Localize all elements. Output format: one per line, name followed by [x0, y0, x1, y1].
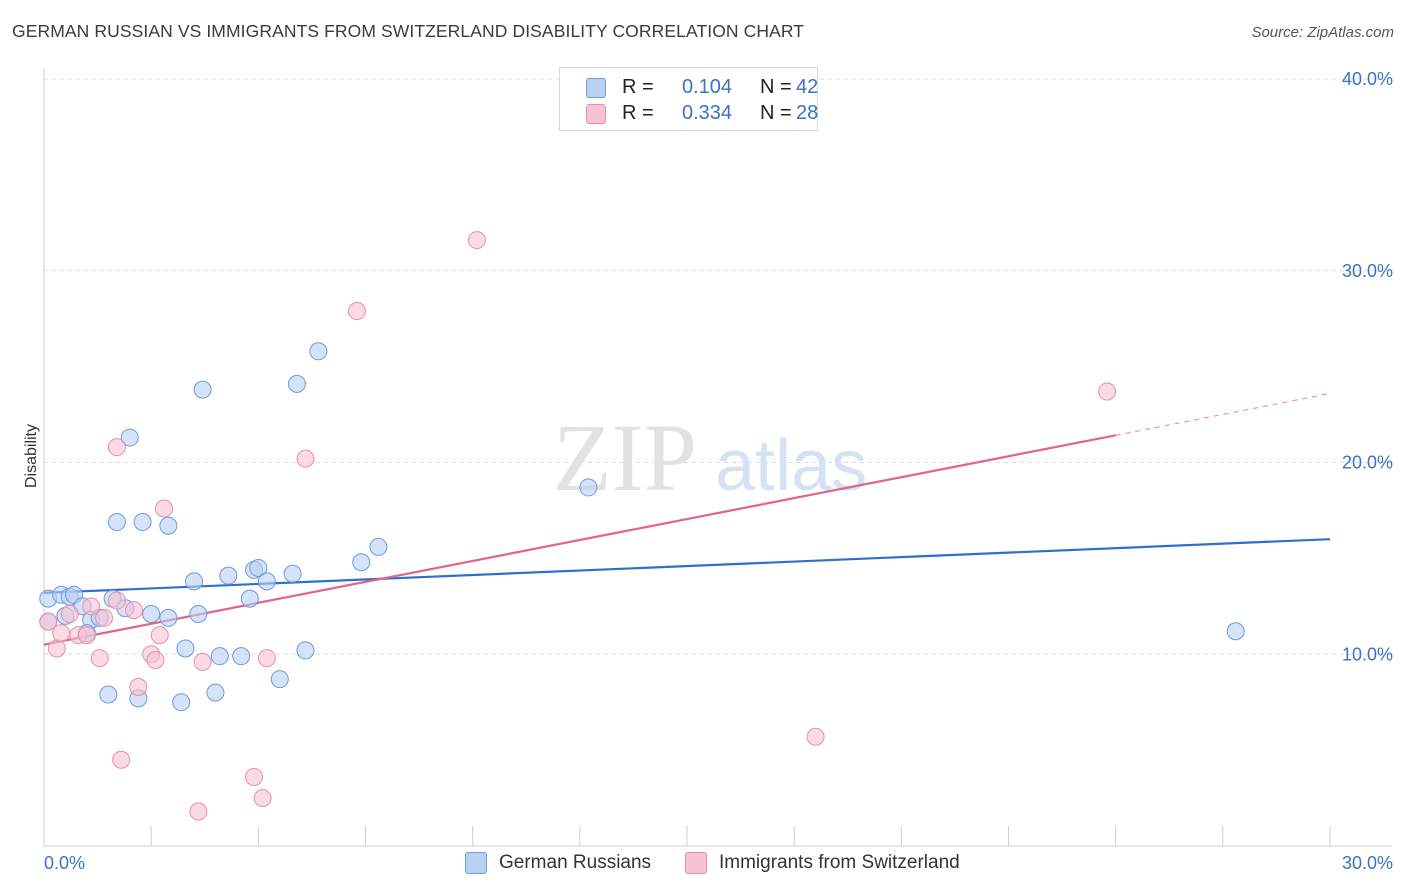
point-german-russians	[352, 553, 371, 572]
point-immigrants-switzerland	[95, 608, 114, 627]
bottom-legend-swatch-pink	[685, 852, 707, 874]
legend-swatch-pink	[586, 104, 606, 124]
correlation-legend: R = 0.104 N = 42 R = 0.334 N = 28	[559, 67, 818, 131]
point-immigrants-switzerland	[150, 626, 169, 645]
point-immigrants-switzerland	[189, 802, 208, 821]
point-immigrants-switzerland	[806, 727, 825, 746]
bottom-legend-item-immigrants-switzerland: Immigrants from Switzerland	[685, 852, 960, 874]
point-immigrants-switzerland	[1098, 382, 1117, 401]
watermark-atlas: atlas	[715, 426, 867, 506]
point-german-russians	[270, 670, 289, 689]
point-german-russians	[142, 604, 161, 623]
bottom-legend-label: Immigrants from Switzerland	[719, 852, 960, 873]
legend-swatch-blue	[586, 78, 606, 98]
point-german-russians	[120, 428, 139, 447]
legend-r-value: 0.104	[682, 76, 733, 98]
legend-n-label: N =	[760, 76, 792, 98]
point-immigrants-switzerland	[296, 449, 315, 468]
point-german-russians	[240, 589, 259, 608]
y-tick-label: 40.0%	[1342, 69, 1393, 89]
point-immigrants-switzerland	[193, 652, 212, 671]
legend-n-label: N =	[760, 102, 792, 124]
point-immigrants-switzerland	[245, 767, 264, 786]
point-immigrants-switzerland	[60, 604, 79, 623]
bottom-legend-swatch-blue	[465, 852, 487, 874]
y-axis-label: Disability	[23, 424, 40, 489]
point-german-russians	[287, 374, 306, 393]
point-german-russians	[309, 342, 328, 361]
point-immigrants-switzerland	[82, 597, 101, 616]
trend-line-dashed	[1115, 392, 1331, 436]
point-german-russians	[219, 566, 238, 585]
y-tick-label: 20.0%	[1342, 453, 1393, 473]
point-german-russians	[296, 641, 315, 660]
point-immigrants-switzerland	[257, 649, 276, 668]
point-german-russians	[1226, 622, 1245, 641]
point-german-russians	[176, 639, 195, 658]
point-german-russians	[172, 693, 191, 712]
legend-n-value: 42	[796, 76, 819, 98]
point-german-russians	[257, 572, 276, 591]
point-german-russians	[249, 558, 268, 577]
data-points	[39, 231, 1245, 821]
point-german-russians	[206, 683, 225, 702]
point-german-russians	[232, 647, 251, 666]
point-immigrants-switzerland	[112, 750, 131, 769]
point-immigrants-switzerland	[107, 591, 126, 610]
point-german-russians	[210, 647, 229, 666]
point-immigrants-switzerland	[77, 626, 96, 645]
point-immigrants-switzerland	[90, 649, 109, 668]
point-immigrants-switzerland	[52, 624, 71, 643]
point-immigrants-switzerland	[129, 677, 148, 696]
bottom-legend-item-german-russians: German Russians	[465, 852, 651, 874]
point-german-russians	[99, 685, 118, 704]
point-german-russians	[133, 512, 152, 531]
trend-line-solid	[43, 434, 1116, 646]
bottom-legend-label: German Russians	[499, 852, 652, 873]
legend-r-value: 0.334	[682, 102, 733, 124]
point-german-russians	[185, 572, 204, 591]
source-credit: Source: ZipAtlas.com	[1251, 24, 1394, 41]
point-immigrants-switzerland	[39, 612, 58, 631]
point-german-russians	[283, 564, 302, 583]
watermark-zip: ZIP	[553, 404, 697, 511]
watermark: ZIP atlas	[553, 404, 867, 511]
point-immigrants-switzerland	[47, 639, 66, 658]
point-immigrants-switzerland	[146, 651, 165, 670]
axes	[43, 68, 1392, 847]
y-tick-label: 30.0%	[1342, 261, 1393, 281]
legend-r-label: R =	[622, 76, 654, 98]
point-german-russians	[159, 608, 178, 627]
y-tick-label: 10.0%	[1342, 644, 1393, 664]
point-german-russians	[193, 380, 212, 399]
chart-title: GERMAN RUSSIAN VS IMMIGRANTS FROM SWITZE…	[12, 21, 805, 41]
point-immigrants-switzerland	[347, 302, 366, 321]
point-german-russians	[159, 516, 178, 535]
tick-labels: 10.0% 20.0% 30.0% 40.0% 0.0% 30.0%	[44, 69, 1393, 873]
point-immigrants-switzerland	[155, 499, 174, 518]
point-immigrants-switzerland	[125, 601, 144, 620]
point-immigrants-switzerland	[253, 789, 272, 808]
trend-line-solid	[43, 538, 1331, 594]
point-immigrants-switzerland	[467, 231, 486, 250]
point-german-russians	[107, 512, 126, 531]
point-german-russians	[579, 478, 598, 497]
legend-n-value: 28	[796, 102, 819, 124]
legend-r-label: R =	[622, 102, 654, 124]
point-german-russians	[189, 604, 208, 623]
x-tick-label: 0.0%	[44, 853, 85, 873]
x-tick-label: 30.0%	[1342, 853, 1393, 873]
point-german-russians	[369, 537, 388, 556]
point-immigrants-switzerland	[107, 438, 126, 457]
